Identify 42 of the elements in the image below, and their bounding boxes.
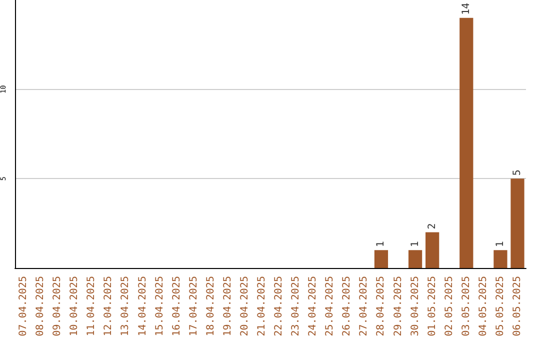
x-tick-label: 25.04.2025 <box>324 276 336 336</box>
x-tick-label: 10.04.2025 <box>69 276 80 336</box>
data-label: 14 <box>460 2 472 15</box>
x-tick-label: 04.05.2025 <box>478 276 489 336</box>
x-tick-label: 28.04.2025 <box>376 276 387 336</box>
bar <box>510 178 524 268</box>
x-tick-label: 24.04.2025 <box>308 276 319 336</box>
x-tick-label: 19.04.2025 <box>222 276 234 336</box>
x-tick-label: 16.04.2025 <box>171 276 182 336</box>
x-tick-label: 18.04.2025 <box>205 276 216 336</box>
x-tick-label: 20.04.2025 <box>239 276 250 336</box>
data-label: 1 <box>376 241 387 248</box>
x-tick-label: 27.04.2025 <box>358 276 370 336</box>
data-label: 1 <box>494 241 506 248</box>
bar <box>460 18 474 268</box>
x-tick-label: 05.05.2025 <box>494 276 506 336</box>
data-label: 2 <box>426 223 438 230</box>
x-tick-label: 17.04.2025 <box>188 276 200 336</box>
x-tick-label: 11.04.2025 <box>86 276 98 336</box>
x-tick-label: 22.04.2025 <box>274 276 285 336</box>
x-tick-label: 07.04.2025 <box>18 276 30 336</box>
x-tick-label: 14.04.2025 <box>137 276 148 336</box>
x-tick-label: 03.05.2025 <box>460 276 472 336</box>
x-tick-label: 01.05.2025 <box>426 276 438 336</box>
bar <box>426 232 440 268</box>
x-tick-label: 12.04.2025 <box>103 276 114 336</box>
x-tick-label: 02.05.2025 <box>444 276 455 336</box>
x-tick-label: 21.04.2025 <box>256 276 268 336</box>
data-label: 5 <box>512 170 523 176</box>
x-tick-label: 09.04.2025 <box>52 276 64 336</box>
bar <box>494 250 508 268</box>
data-label: 1 <box>410 241 421 248</box>
x-tick-label: 15.04.2025 <box>154 276 166 336</box>
bar <box>408 250 422 268</box>
x-tick-label: 06.05.2025 <box>512 276 523 336</box>
x-tick-label: 23.04.2025 <box>290 276 302 336</box>
x-tick-label: 08.04.2025 <box>35 276 46 336</box>
x-tick-label: 13.04.2025 <box>120 276 132 336</box>
x-tick-label: 29.04.2025 <box>392 276 404 336</box>
bar <box>374 250 388 268</box>
x-tick-label: 26.04.2025 <box>342 276 353 336</box>
x-tick-label: 30.04.2025 <box>410 276 421 336</box>
